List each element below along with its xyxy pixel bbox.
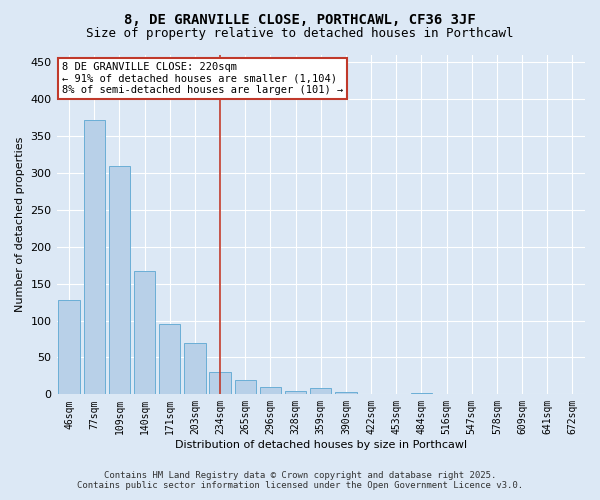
Text: 8, DE GRANVILLE CLOSE, PORTHCAWL, CF36 3JF: 8, DE GRANVILLE CLOSE, PORTHCAWL, CF36 3… bbox=[124, 12, 476, 26]
Bar bbox=[184, 342, 206, 394]
Bar bbox=[310, 388, 331, 394]
Bar bbox=[109, 166, 130, 394]
Text: Contains HM Land Registry data © Crown copyright and database right 2025.
Contai: Contains HM Land Registry data © Crown c… bbox=[77, 470, 523, 490]
Bar bbox=[335, 392, 356, 394]
Bar bbox=[209, 372, 231, 394]
Text: Size of property relative to detached houses in Porthcawl: Size of property relative to detached ho… bbox=[86, 28, 514, 40]
Bar bbox=[83, 120, 105, 394]
Bar bbox=[411, 393, 432, 394]
Bar bbox=[260, 387, 281, 394]
X-axis label: Distribution of detached houses by size in Porthcawl: Distribution of detached houses by size … bbox=[175, 440, 467, 450]
Text: 8 DE GRANVILLE CLOSE: 220sqm
← 91% of detached houses are smaller (1,104)
8% of : 8 DE GRANVILLE CLOSE: 220sqm ← 91% of de… bbox=[62, 62, 343, 95]
Bar bbox=[159, 324, 181, 394]
Bar bbox=[134, 271, 155, 394]
Y-axis label: Number of detached properties: Number of detached properties bbox=[15, 137, 25, 312]
Bar bbox=[285, 390, 307, 394]
Bar bbox=[58, 300, 80, 394]
Bar bbox=[235, 380, 256, 394]
